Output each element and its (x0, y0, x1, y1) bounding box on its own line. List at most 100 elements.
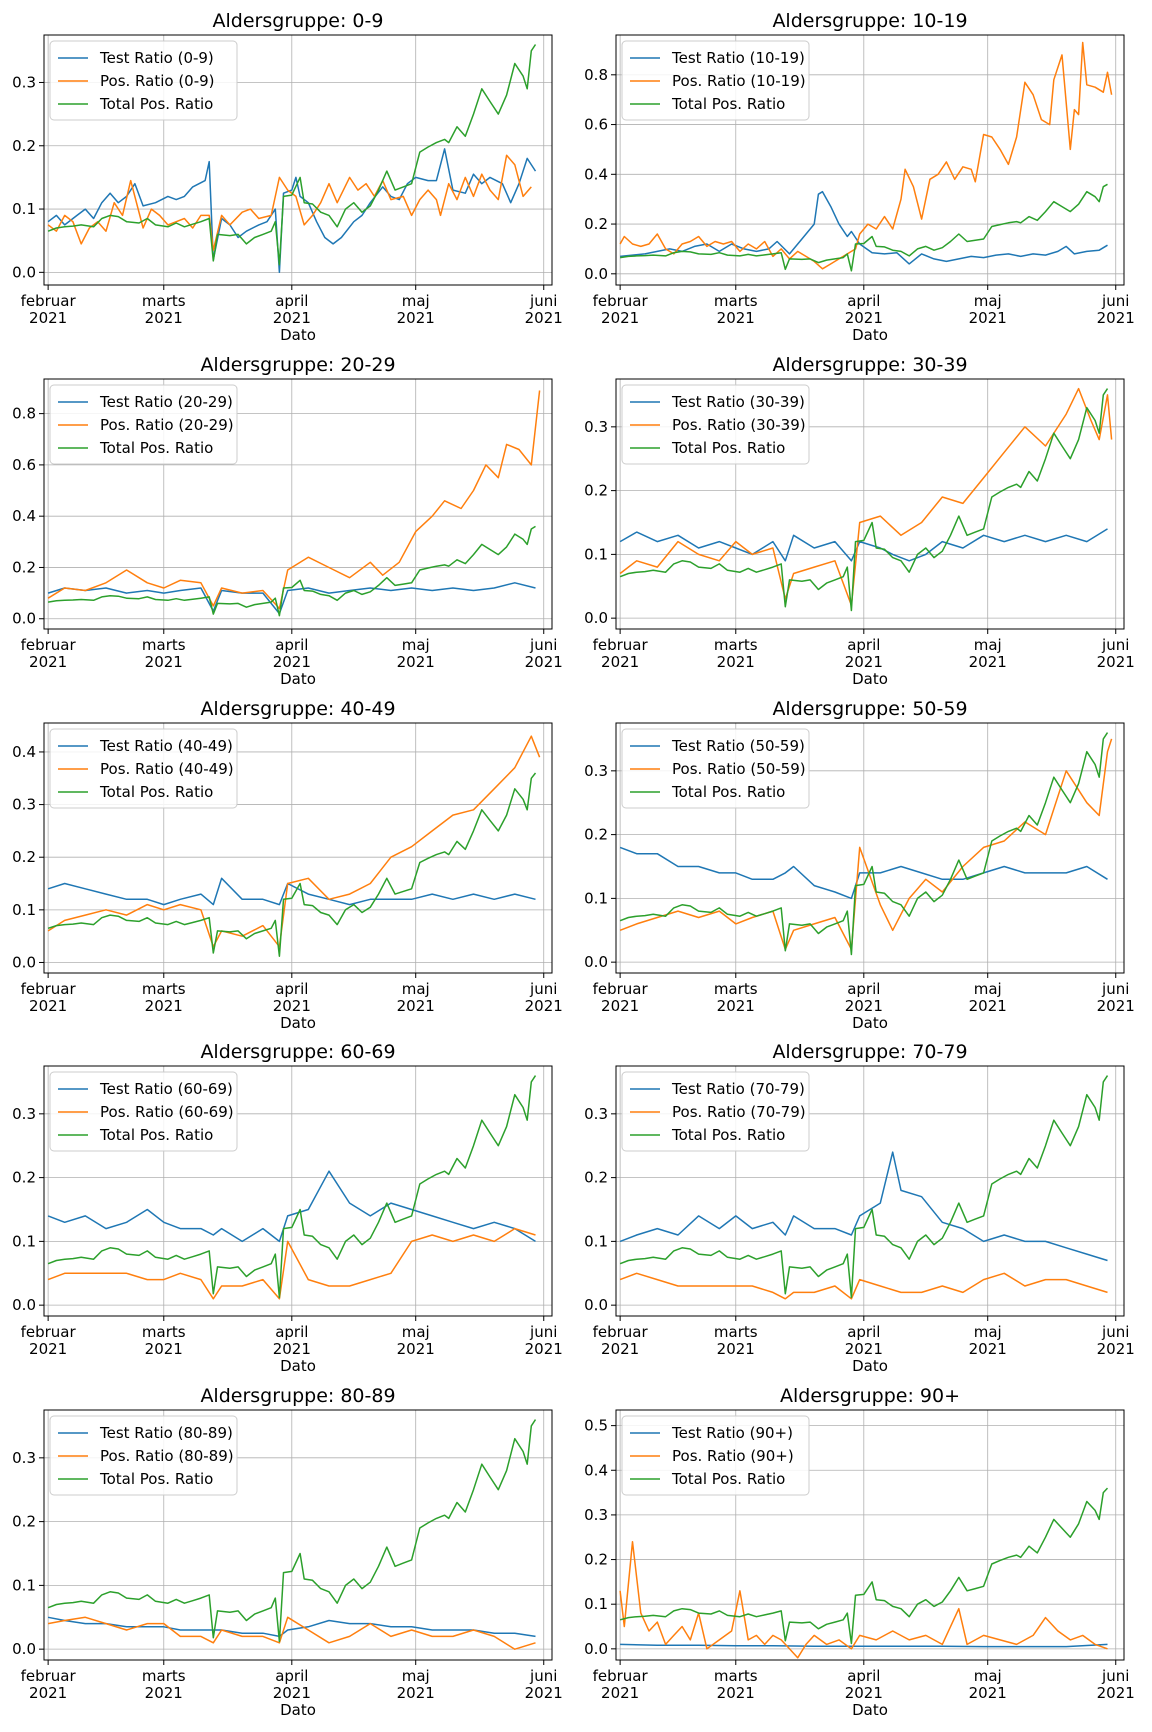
x-tick-label: marts 2021 (714, 292, 758, 327)
y-tick-label: 0.0 (584, 953, 608, 971)
axes-frame (43, 722, 553, 974)
legend-label: Total Pos. Ratio (99, 439, 213, 457)
legend-label: Total Pos. Ratio (671, 1126, 785, 1144)
legend: Test Ratio (50-59) Pos. Ratio (50-59) Tota… (621, 728, 810, 809)
series-line-pos-ratio (619, 738, 1113, 951)
x-tick-month: februar (21, 292, 77, 310)
legend-label: Test Ratio (60-69) (99, 1080, 233, 1098)
legend: Test Ratio (20-29) Pos. Ratio (20-29) Tota… (49, 384, 238, 465)
subplot-10: Aldersgruppe: 90+ 0.0 0.1 0.2 0.3 0.4 0.5 febru… (584, 1385, 1135, 1719)
x-axis-label: Dato (852, 670, 888, 688)
legend-label: Pos. Ratio (0-9) (100, 72, 215, 90)
x-axis-label: Dato (280, 1701, 316, 1719)
y-tick-label: 0.0 (12, 1640, 36, 1658)
y-tick-label: 0.3 (584, 1506, 608, 1524)
x-tick-year: 2021 (1097, 653, 1135, 671)
y-tick-label: 0.1 (12, 1576, 36, 1594)
y-tick-label: 0.3 (584, 418, 608, 436)
x-axis-label: Dato (280, 1014, 316, 1032)
legend: Test Ratio (90+) Pos. Ratio (90+) Total Po… (621, 1415, 810, 1496)
x-tick-month: maj (402, 292, 430, 310)
x-tick-year: 2021 (273, 653, 311, 671)
series-line-pos-ratio (619, 387, 1113, 607)
legend-label: Total Pos. Ratio (99, 95, 213, 113)
x-tick-year: 2021 (273, 1340, 311, 1358)
y-tick-label: 0.2 (12, 1169, 36, 1187)
y-tick-label: 0.8 (584, 66, 608, 84)
legend-label: Total Pos. Ratio (671, 95, 785, 113)
x-tick-year: 2021 (969, 1684, 1007, 1702)
x-tick-label: juni 2021 (525, 980, 563, 1015)
x-tick-year: 2021 (601, 309, 639, 327)
x-tick-month: maj (974, 636, 1002, 654)
x-tick-month: februar (21, 1323, 77, 1341)
legend-label: Pos. Ratio (50-59) (672, 760, 806, 778)
axes-frame (615, 1065, 1125, 1317)
legend-box (621, 1071, 810, 1152)
x-tick-month: maj (402, 636, 430, 654)
x-tick-year: 2021 (525, 1340, 563, 1358)
x-tick-month: maj (402, 980, 430, 998)
subplot-title: Aldersgruppe: 60-69 (200, 1041, 395, 1063)
x-tick-month: marts (714, 1667, 758, 1685)
y-tick-label: 0.3 (584, 762, 608, 780)
axes-frame (615, 34, 1125, 286)
y-tick-label: 0.2 (12, 848, 36, 866)
subplot-title: Aldersgruppe: 10-19 (772, 10, 967, 32)
y-tick-label: 0.0 (12, 610, 36, 628)
x-tick-year: 2021 (145, 1684, 183, 1702)
series-line-test-ratio (620, 1643, 1108, 1648)
series-line-test-ratio (619, 846, 1108, 900)
series-line-pos-ratio (47, 1616, 536, 1650)
x-tick-label: april 2021 (845, 1667, 883, 1702)
x-tick-year: 2021 (29, 653, 67, 671)
x-tick-month: februar (593, 636, 649, 654)
y-tick-label: 0.4 (584, 165, 608, 183)
x-tick-year: 2021 (1097, 309, 1135, 327)
x-tick-month: juni (1101, 1667, 1129, 1685)
series-line-pos-ratio (619, 1540, 1108, 1659)
x-tick-year: 2021 (29, 997, 67, 1015)
series-line-pos-ratio (619, 1272, 1108, 1300)
axes-frame (43, 34, 553, 286)
legend: Test Ratio (40-49) Pos. Ratio (40-49) Tota… (49, 728, 238, 809)
legend-label: Pos. Ratio (20-29) (100, 416, 234, 434)
y-tick-label: 0.2 (12, 558, 36, 576)
x-tick-month: februar (593, 980, 649, 998)
x-tick-year: 2021 (845, 1340, 883, 1358)
x-tick-label: februar 2021 (593, 1323, 649, 1358)
y-tick-label: 0.0 (12, 263, 36, 281)
x-tick-label: juni 2021 (1097, 1667, 1135, 1702)
y-tick-label: 0.1 (12, 200, 36, 218)
series-line-pos-ratio (47, 1227, 536, 1300)
series-line-total-pos-ratio (619, 1075, 1109, 1299)
y-tick-label: 0.6 (12, 456, 36, 474)
x-tick-year: 2021 (969, 309, 1007, 327)
x-tick-year: 2021 (969, 997, 1007, 1015)
legend-box (621, 384, 810, 465)
x-tick-month: juni (529, 292, 557, 310)
x-tick-month: april (275, 636, 308, 654)
series-line-total-pos-ratio (47, 44, 537, 266)
series-line-pos-ratio (47, 735, 541, 948)
x-tick-year: 2021 (273, 997, 311, 1015)
y-tick-label: 0.1 (12, 901, 36, 919)
x-tick-month: april (275, 1667, 308, 1685)
x-axis-label: Dato (852, 1014, 888, 1032)
x-tick-year: 2021 (717, 653, 755, 671)
x-tick-label: februar 2021 (593, 1667, 649, 1702)
series-line-test-ratio (47, 1170, 536, 1243)
axes-frame (615, 378, 1125, 630)
legend-box (49, 384, 238, 465)
x-tick-year: 2021 (601, 1684, 639, 1702)
legend: Test Ratio (80-89) Pos. Ratio (80-89) Tota… (49, 1415, 238, 1496)
legend: Test Ratio (0-9) Pos. Ratio (0-9) Total Po… (49, 40, 238, 121)
x-tick-year: 2021 (145, 309, 183, 327)
x-tick-year: 2021 (29, 309, 67, 327)
y-tick-label: 0.1 (584, 1232, 608, 1250)
x-tick-year: 2021 (397, 1340, 435, 1358)
